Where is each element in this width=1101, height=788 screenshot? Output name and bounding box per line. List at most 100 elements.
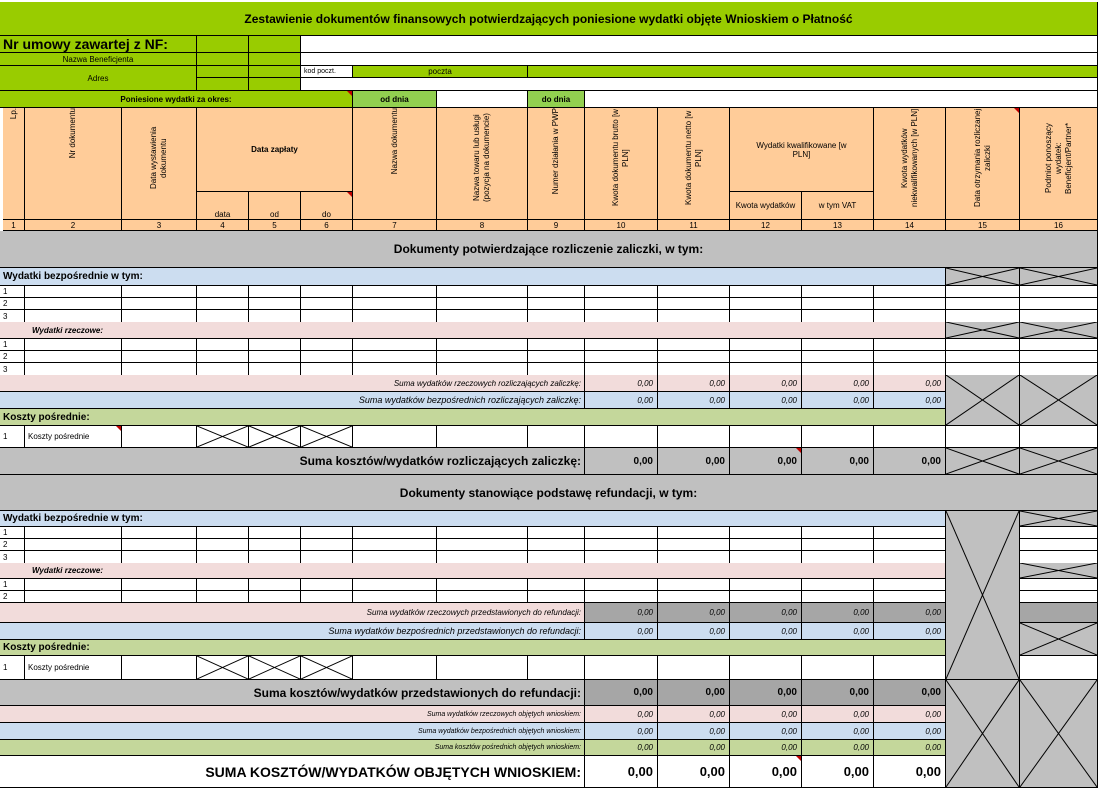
table-cell[interactable] bbox=[122, 591, 197, 603]
table-cell[interactable] bbox=[585, 298, 658, 310]
table-cell[interactable] bbox=[249, 339, 301, 351]
table-cell[interactable] bbox=[122, 339, 197, 351]
table-cell[interactable] bbox=[25, 579, 122, 591]
adres-input[interactable] bbox=[301, 78, 1098, 91]
table-cell[interactable] bbox=[25, 298, 122, 310]
table-cell[interactable] bbox=[353, 527, 437, 539]
table-cell[interactable] bbox=[730, 426, 802, 448]
table-cell[interactable] bbox=[528, 579, 585, 591]
nazwa-beneficjenta-input[interactable] bbox=[301, 53, 1098, 66]
table-cell[interactable] bbox=[528, 351, 585, 363]
table-cell[interactable] bbox=[197, 351, 249, 363]
table-cell[interactable] bbox=[353, 539, 437, 551]
table-cell[interactable] bbox=[802, 579, 874, 591]
table-cell[interactable] bbox=[730, 339, 802, 351]
table-cell[interactable] bbox=[122, 539, 197, 551]
table-cell[interactable] bbox=[1020, 351, 1098, 363]
table-cell[interactable] bbox=[1020, 426, 1098, 448]
table-cell[interactable] bbox=[301, 591, 353, 603]
table-cell[interactable] bbox=[1020, 656, 1098, 680]
table-cell[interactable] bbox=[658, 591, 730, 603]
table-cell[interactable] bbox=[353, 579, 437, 591]
table-cell[interactable] bbox=[730, 579, 802, 591]
table-cell[interactable] bbox=[528, 426, 585, 448]
table-cell[interactable] bbox=[528, 591, 585, 603]
table-cell[interactable] bbox=[301, 539, 353, 551]
table-cell[interactable] bbox=[528, 298, 585, 310]
table-cell[interactable] bbox=[25, 591, 122, 603]
nr-umowy-cell[interactable] bbox=[249, 36, 301, 53]
table-cell[interactable] bbox=[1020, 579, 1098, 591]
table-cell[interactable] bbox=[802, 539, 874, 551]
table-cell[interactable] bbox=[122, 426, 197, 448]
table-cell[interactable] bbox=[1020, 339, 1098, 351]
table-cell[interactable] bbox=[730, 539, 802, 551]
table-cell[interactable] bbox=[437, 339, 528, 351]
table-cell[interactable] bbox=[730, 591, 802, 603]
table-cell[interactable] bbox=[802, 591, 874, 603]
table-cell[interactable] bbox=[122, 579, 197, 591]
table-cell[interactable] bbox=[301, 286, 353, 298]
table-cell[interactable] bbox=[353, 591, 437, 603]
table-cell[interactable] bbox=[353, 656, 437, 680]
table-cell[interactable] bbox=[301, 527, 353, 539]
table-cell[interactable] bbox=[874, 351, 946, 363]
table-cell[interactable] bbox=[658, 298, 730, 310]
table-cell[interactable] bbox=[946, 286, 1020, 298]
table-cell[interactable] bbox=[585, 351, 658, 363]
table-cell[interactable] bbox=[1020, 591, 1098, 603]
table-cell[interactable] bbox=[946, 426, 1020, 448]
table-cell[interactable] bbox=[585, 426, 658, 448]
table-cell[interactable] bbox=[437, 656, 528, 680]
table-cell[interactable] bbox=[658, 527, 730, 539]
table-cell[interactable] bbox=[437, 426, 528, 448]
table-cell[interactable] bbox=[585, 527, 658, 539]
table-cell[interactable] bbox=[874, 527, 946, 539]
table-cell[interactable] bbox=[946, 298, 1020, 310]
table-cell[interactable] bbox=[25, 527, 122, 539]
table-cell[interactable] bbox=[301, 351, 353, 363]
table-cell[interactable] bbox=[658, 339, 730, 351]
table-cell[interactable] bbox=[437, 579, 528, 591]
nr-umowy-cell[interactable] bbox=[197, 36, 249, 53]
table-cell[interactable] bbox=[197, 591, 249, 603]
table-cell[interactable] bbox=[528, 527, 585, 539]
table-cell[interactable] bbox=[528, 539, 585, 551]
table-cell[interactable] bbox=[353, 426, 437, 448]
table-cell[interactable] bbox=[25, 286, 122, 298]
table-cell[interactable] bbox=[249, 539, 301, 551]
table-cell[interactable] bbox=[249, 579, 301, 591]
table-cell[interactable] bbox=[874, 591, 946, 603]
od-dnia-input[interactable] bbox=[437, 91, 528, 108]
table-cell[interactable] bbox=[874, 426, 946, 448]
table-cell[interactable] bbox=[585, 539, 658, 551]
table-cell[interactable] bbox=[946, 351, 1020, 363]
table-cell[interactable] bbox=[301, 298, 353, 310]
table-cell[interactable] bbox=[874, 656, 946, 680]
table-cell[interactable] bbox=[353, 298, 437, 310]
table-cell[interactable] bbox=[585, 591, 658, 603]
table-cell[interactable] bbox=[197, 579, 249, 591]
table-cell[interactable] bbox=[658, 426, 730, 448]
table-cell[interactable] bbox=[197, 298, 249, 310]
table-cell[interactable] bbox=[528, 339, 585, 351]
table-cell[interactable] bbox=[730, 351, 802, 363]
table-cell[interactable] bbox=[658, 286, 730, 298]
table-cell[interactable] bbox=[249, 591, 301, 603]
table-cell[interactable] bbox=[122, 527, 197, 539]
table-cell[interactable] bbox=[197, 286, 249, 298]
table-cell[interactable] bbox=[874, 579, 946, 591]
table-cell[interactable] bbox=[802, 298, 874, 310]
table-cell[interactable] bbox=[528, 286, 585, 298]
table-cell[interactable] bbox=[1020, 539, 1098, 551]
table-cell[interactable] bbox=[802, 339, 874, 351]
table-cell[interactable] bbox=[946, 339, 1020, 351]
nr-umowy-input[interactable] bbox=[301, 36, 1098, 53]
table-cell[interactable] bbox=[437, 286, 528, 298]
table-cell[interactable] bbox=[122, 351, 197, 363]
table-cell[interactable] bbox=[301, 579, 353, 591]
table-cell[interactable] bbox=[25, 539, 122, 551]
table-cell[interactable] bbox=[1020, 527, 1098, 539]
table-cell[interactable] bbox=[249, 286, 301, 298]
table-cell[interactable] bbox=[730, 527, 802, 539]
